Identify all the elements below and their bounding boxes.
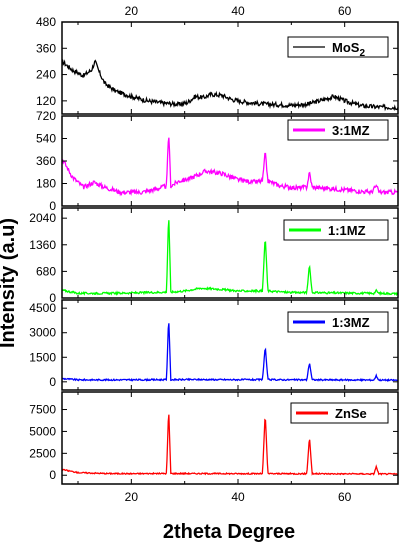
- y-tick-label: 540: [36, 132, 56, 146]
- series-line: [61, 323, 399, 383]
- x-tick-label-top: 20: [125, 4, 139, 18]
- x-tick-label-top: 60: [338, 4, 352, 18]
- y-tick-label: 0: [49, 291, 56, 305]
- legend-label: 3:1MZ: [332, 123, 370, 138]
- y-tick-label: 0: [49, 375, 56, 389]
- legend: MoS2: [287, 36, 389, 59]
- legend: 1:1MZ: [283, 219, 389, 241]
- panel-frame: [61, 21, 399, 115]
- panel-1-3mz: 0 1500 3000 4500 1:3MZ: [29, 299, 399, 391]
- y-tick-label: 680: [36, 264, 56, 278]
- y-tick-label: 360: [36, 154, 56, 168]
- series-line: [61, 59, 399, 112]
- y-tick-label: 7500: [29, 403, 56, 417]
- y-tick-label: 4500: [29, 301, 56, 315]
- panel-frame: [61, 207, 399, 299]
- y-tick-label: 5000: [29, 424, 56, 438]
- panel-mos2: 120 240 360 480 MoS2: [36, 15, 399, 115]
- legend-box: [290, 402, 389, 424]
- x-tick-label: 60: [338, 490, 352, 504]
- y-tick-label: 3000: [29, 326, 56, 340]
- legend-box: [287, 311, 389, 333]
- x-tick-label-top: 40: [231, 4, 245, 18]
- y-tick-label: 1500: [29, 350, 56, 364]
- legend-label: MoS2: [332, 40, 365, 59]
- panel-3-1mz: 0 180 360 540 720 3:1MZ: [36, 109, 399, 213]
- panel-frame: [61, 299, 399, 391]
- legend-subscript: 2: [359, 48, 365, 59]
- y-tick-label: 2500: [29, 446, 56, 460]
- legend-box: [283, 219, 389, 241]
- legend-label: 1:1MZ: [328, 223, 366, 238]
- panel-frame: [61, 391, 399, 485]
- legend-box: [287, 119, 389, 141]
- y-tick-label: 1360: [29, 238, 56, 252]
- y-tick-label: 120: [36, 94, 56, 108]
- y-tick-label: 2040: [29, 211, 56, 225]
- x-tick-label: 20: [125, 490, 139, 504]
- y-tick-label: 360: [36, 41, 56, 55]
- legend-label: ZnSe: [335, 406, 367, 421]
- legend: ZnSe: [290, 402, 389, 424]
- y-tick-label: 240: [36, 68, 56, 82]
- panel-znse: 0 2500 5000 7500 ZnSe: [29, 391, 399, 485]
- y-tick-label: 480: [36, 15, 56, 29]
- panels-layer: 120 240 360 480 MoS2 0 180 360 540 720 3:1MZ 0 680 13…: [29, 15, 399, 485]
- legend-box: [287, 36, 389, 58]
- x-axis-top: 20 40 60: [125, 4, 352, 18]
- series-line: [61, 414, 399, 476]
- legend: 3:1MZ: [287, 119, 389, 141]
- y-tick-label: 0: [49, 199, 56, 213]
- panel-1-1mz: 0 680 1360 2040 1:1MZ: [29, 207, 399, 305]
- y-tick-label: 180: [36, 177, 56, 191]
- y-tick-label: 0: [49, 468, 56, 482]
- y-axis-title: Intensity (a.u): [0, 218, 19, 348]
- legend-label: 1:3MZ: [332, 315, 370, 330]
- x-axis-bottom: 20 40 60: [125, 490, 352, 504]
- series-line: [61, 137, 399, 197]
- series-line: [61, 220, 399, 297]
- legend: 1:3MZ: [287, 311, 389, 333]
- x-tick-label: 40: [231, 490, 245, 504]
- x-axis-title: 2theta Degree: [163, 521, 295, 543]
- y-tick-label: 720: [36, 109, 56, 123]
